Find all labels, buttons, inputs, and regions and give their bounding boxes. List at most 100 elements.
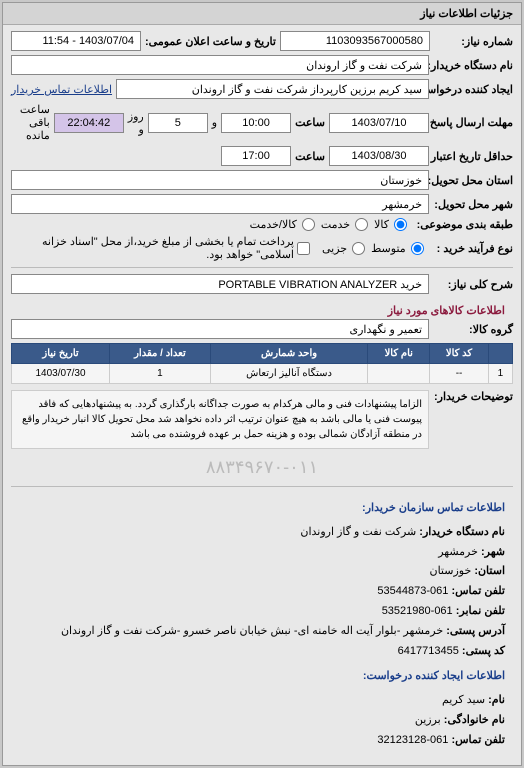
watermark: ۸۸۳۴۹۶۷۰-۰۱۱ — [11, 453, 513, 482]
contact-address: خرمشهر -بلوار آیت اله خامنه ای- نبش خیاب… — [61, 625, 443, 637]
contact-block: اطلاعات تماس سازمان خریدار: نام دستگاه خ… — [11, 491, 513, 759]
goods-group-field[interactable] — [11, 319, 429, 339]
and-label: و — [212, 116, 217, 129]
row-process: نوع فرآیند خرید : متوسط جزیی پرداخت تمام… — [11, 235, 513, 261]
need-number-field[interactable] — [280, 31, 430, 51]
first-name: سید کریم — [442, 694, 485, 706]
contact-link[interactable]: اطلاعات تماس خریدار — [11, 83, 112, 96]
contact-city-row: شهر: خرمشهر — [19, 543, 505, 563]
td-name — [368, 364, 430, 384]
process-medium-radio[interactable]: متوسط — [371, 242, 426, 255]
time-label-2: ساعت — [295, 150, 325, 163]
city-field[interactable] — [11, 194, 429, 214]
contact-city-label: شهر: — [481, 546, 505, 558]
payment-checkbox[interactable]: پرداخت تمام یا بخشی از مبلغ خرید،از محل … — [11, 235, 310, 261]
row-goods-group: گروه کالا: — [11, 319, 513, 339]
type-goods-service-text: کالا/خدمت — [250, 218, 297, 231]
buyer-org-label: نام دستگاه خریدار: — [433, 59, 513, 72]
contact-phone-row: تلفن تماس: 061-53544873 — [19, 582, 505, 602]
contact-org-label: نام دستگاه خریدار: — [419, 526, 505, 538]
remaining-time-field[interactable] — [54, 113, 124, 133]
type-goods-radio[interactable]: کالا — [374, 218, 409, 231]
process-medium-text: متوسط — [371, 242, 406, 255]
th-qty: تعداد / مقدار — [110, 344, 211, 364]
deadline-time-field[interactable] — [221, 113, 291, 133]
contact-address-row: آدرس پستی: خرمشهر -بلوار آیت اله خامنه ا… — [19, 622, 505, 642]
th-code: کد کالا — [430, 344, 489, 364]
contact-postal: 6417713455 — [398, 645, 459, 657]
divider — [11, 267, 513, 268]
creator-label: ایجاد کننده درخواست: — [433, 83, 513, 96]
first-name-label: نام: — [488, 694, 505, 706]
creator-last-name-row: نام خانوادگی: برزین — [19, 711, 505, 731]
city-label: شهر محل تحویل: — [433, 198, 513, 211]
creator-title: اطلاعات ایجاد کننده درخواست: — [19, 661, 505, 691]
need-number-label: شماره نیاز: — [434, 35, 513, 48]
last-name-label: نام خانوادگی: — [444, 714, 505, 726]
type-goods-input[interactable] — [394, 218, 407, 231]
remaining-days-field[interactable] — [148, 113, 208, 133]
goods-table: کد کالا نام کالا واحد شمارش تعداد / مقدا… — [11, 343, 513, 384]
province-field[interactable] — [11, 170, 429, 190]
remaining-label: ساعت باقی مانده — [11, 103, 50, 142]
last-name: برزین — [415, 714, 441, 726]
panel-body: شماره نیاز: تاریخ و ساعت اعلان عمومی: نا… — [3, 25, 521, 765]
td-rownum: 1 — [488, 364, 512, 384]
row-subject-type: طبقه بندی موضوعی: کالا خدمت کالا/خدمت — [11, 218, 513, 231]
announce-label: تاریخ و ساعت اعلان عمومی: — [145, 35, 276, 48]
td-qty: 1 — [110, 364, 211, 384]
row-deadline: مهلت ارسال پاسخ: تا تاریخ: ساعت و روز و … — [11, 103, 513, 142]
deadline-label: مهلت ارسال پاسخ: تا تاریخ: — [433, 116, 513, 129]
td-code: -- — [430, 364, 489, 384]
process-medium-input[interactable] — [411, 242, 424, 255]
type-goods-service-input[interactable] — [302, 218, 315, 231]
contact-phone-label: تلفن تماس: — [451, 585, 505, 597]
row-desc: توضیحات خریدار: الزاما پیشنهادات فنی و م… — [11, 390, 513, 449]
process-minor-input[interactable] — [352, 242, 365, 255]
process-label: نوع فرآیند خرید : — [430, 242, 513, 255]
day-label: روز و — [128, 110, 144, 136]
contact-province-row: استان: خوزستان — [19, 562, 505, 582]
type-goods-service-radio[interactable]: کالا/خدمت — [250, 218, 317, 231]
buyer-org-field[interactable] — [11, 55, 429, 75]
th-unit: واحد شمارش — [210, 344, 367, 364]
payment-checkbox-input[interactable] — [297, 242, 310, 255]
row-need-number: شماره نیاز: تاریخ و ساعت اعلان عمومی: — [11, 31, 513, 51]
creator-first-name-row: نام: سید کریم — [19, 691, 505, 711]
need-title-label: شرح کلی نیاز: — [433, 278, 513, 291]
th-name: نام کالا — [368, 344, 430, 364]
price-validity-date-field[interactable] — [329, 146, 429, 166]
contact-address-label: آدرس پستی: — [446, 625, 505, 637]
contact-fax: 061-53521980 — [382, 605, 453, 617]
type-service-input[interactable] — [355, 218, 368, 231]
type-service-radio[interactable]: خدمت — [321, 218, 370, 231]
table-header-row: کد کالا نام کالا واحد شمارش تعداد / مقدا… — [12, 344, 513, 364]
time-label-1: ساعت — [295, 116, 325, 129]
deadline-date-field[interactable] — [329, 113, 429, 133]
price-validity-time-field[interactable] — [221, 146, 291, 166]
type-service-text: خدمت — [321, 218, 350, 231]
goods-group-label: گروه کالا: — [433, 323, 513, 336]
th-date: تاریخ نیاز — [12, 344, 110, 364]
contact-org: شرکت نفت و گاز اروندان — [300, 526, 416, 538]
creator-field[interactable] — [116, 79, 429, 99]
th-blank — [488, 344, 512, 364]
announce-field[interactable] — [11, 31, 141, 51]
goods-section-title: اطلاعات کالاهای مورد نیاز — [11, 298, 513, 319]
contact-title: اطلاعات تماس سازمان خریدار: — [19, 499, 505, 523]
need-title-field[interactable] — [11, 274, 429, 294]
row-province: استان محل تحویل: — [11, 170, 513, 190]
row-creator: ایجاد کننده درخواست: اطلاعات تماس خریدار — [11, 79, 513, 99]
contact-phone: 061-53544873 — [377, 585, 448, 597]
contact-fax-label: تلفن نمابر: — [456, 605, 505, 617]
need-details-panel: جزئیات اطلاعات نیاز شماره نیاز: تاریخ و … — [2, 2, 522, 766]
contact-city: خرمشهر — [438, 546, 478, 558]
creator-phone: 061-32123128 — [377, 734, 448, 746]
process-minor-text: جزیی — [322, 242, 347, 255]
payment-note: پرداخت تمام یا بخشی از مبلغ خرید،از محل … — [11, 235, 294, 261]
row-price-validity: حداقل تاریخ اعتبار قیمت: تا تاریخ: ساعت — [11, 146, 513, 166]
contact-fax-row: تلفن نمابر: 061-53521980 — [19, 602, 505, 622]
td-unit: دستگاه آنالیز ارتعاش — [210, 364, 367, 384]
divider-2 — [11, 486, 513, 487]
process-minor-radio[interactable]: جزیی — [322, 242, 367, 255]
